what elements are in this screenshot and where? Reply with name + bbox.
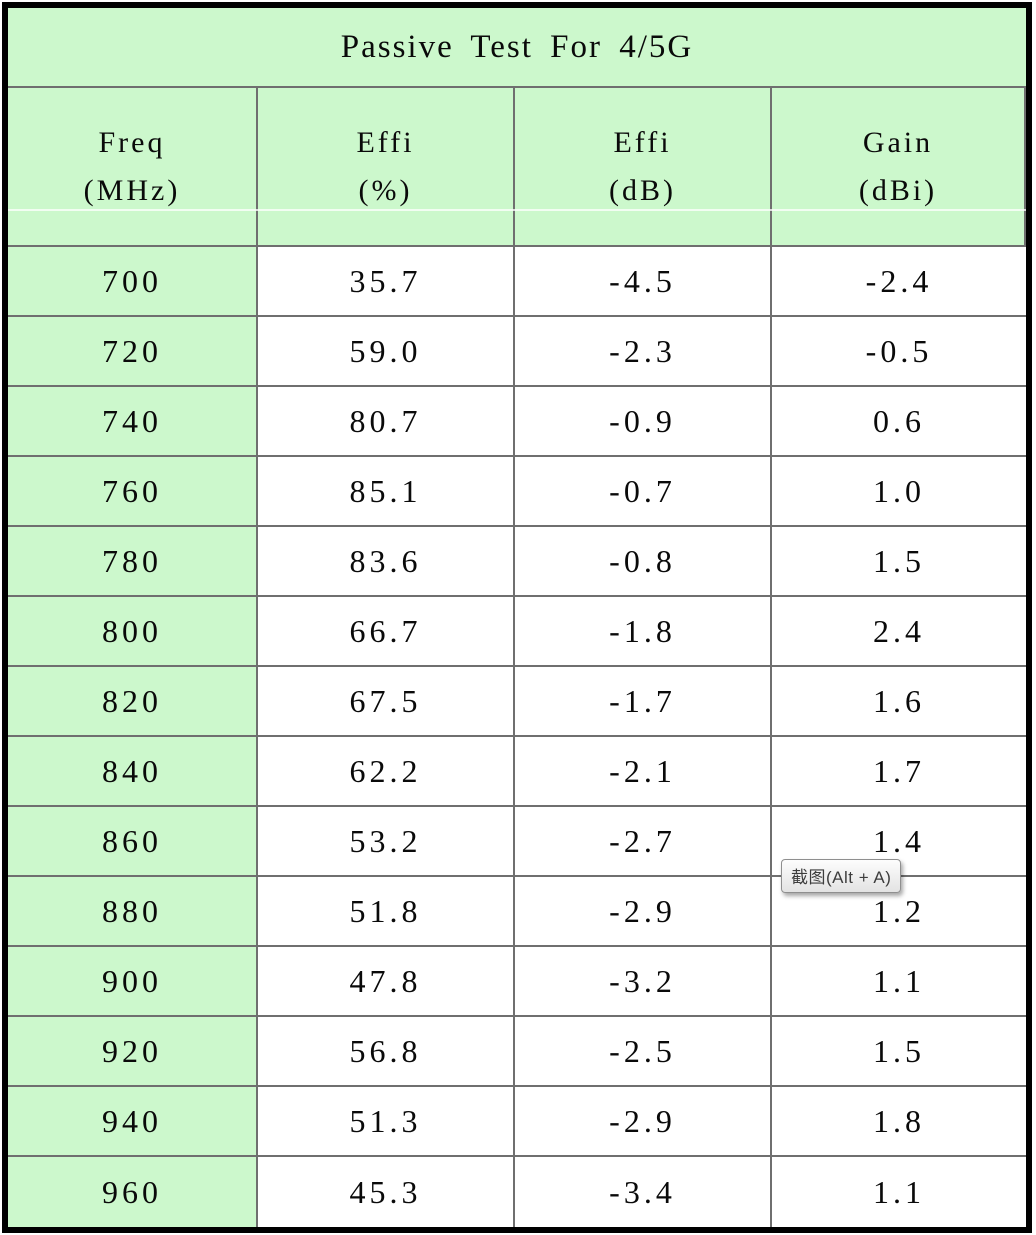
effi-pct-cell: 83.6 [258, 527, 515, 595]
table-row: 900 47.8 -3.2 1.1 [8, 947, 1026, 1017]
effi-db-cell: -3.4 [515, 1157, 772, 1227]
effi-pct-cell: 59.0 [258, 317, 515, 385]
table-row: 820 67.5 -1.7 1.6 [8, 667, 1026, 737]
column-header-effi-db: Effi (dB) [515, 88, 772, 245]
effi-db-cell: -2.1 [515, 737, 772, 805]
effi-pct-cell: 67.5 [258, 667, 515, 735]
freq-cell: 740 [8, 387, 258, 455]
table-body: 700 35.7 -4.5 -2.4 720 59.0 -2.3 -0.5 740 80.7 -0.… [8, 247, 1026, 1227]
column-label: Effi [613, 125, 672, 159]
freq-cell: 920 [8, 1017, 258, 1085]
gain-cell: 0.6 [772, 387, 1026, 455]
effi-pct-cell: 51.8 [258, 877, 515, 945]
effi-pct-cell: 80.7 [258, 387, 515, 455]
freq-cell: 880 [8, 877, 258, 945]
column-unit: (dBi) [858, 173, 938, 207]
effi-pct-cell: 56.8 [258, 1017, 515, 1085]
gain-cell: -2.4 [772, 247, 1026, 315]
column-label: Effi [356, 125, 415, 159]
gain-cell: 1.6 [772, 667, 1026, 735]
table-row: 720 59.0 -2.3 -0.5 [8, 317, 1026, 387]
freq-cell: 820 [8, 667, 258, 735]
gain-cell: 1.5 [772, 1017, 1026, 1085]
freq-cell: 860 [8, 807, 258, 875]
table-row: 800 66.7 -1.8 2.4 [8, 597, 1026, 667]
gain-cell: 1.1 [772, 947, 1026, 1015]
column-label: Gain [862, 125, 934, 159]
table-row: 960 45.3 -3.4 1.1 [8, 1157, 1026, 1227]
table-title: Passive Test For 4/5G [8, 8, 1026, 88]
effi-pct-cell: 53.2 [258, 807, 515, 875]
freq-cell: 760 [8, 457, 258, 525]
effi-pct-cell: 35.7 [258, 247, 515, 315]
effi-db-cell: -2.9 [515, 877, 772, 945]
freq-cell: 780 [8, 527, 258, 595]
freq-cell: 800 [8, 597, 258, 665]
effi-db-cell: -2.9 [515, 1087, 772, 1155]
gain-cell: 1.1 [772, 1157, 1026, 1227]
table-row: 760 85.1 -0.7 1.0 [8, 457, 1026, 527]
effi-db-cell: -3.2 [515, 947, 772, 1015]
screenshot-tooltip: 截图(Alt + A) [781, 859, 902, 893]
gain-cell: 1.8 [772, 1087, 1026, 1155]
table-row: 920 56.8 -2.5 1.5 [8, 1017, 1026, 1087]
effi-pct-cell: 62.2 [258, 737, 515, 805]
freq-cell: 840 [8, 737, 258, 805]
table-header: Freq (MHz) Effi (%) Effi (dB) Gain (dBi) [8, 88, 1026, 247]
gain-cell: 1.5 [772, 527, 1026, 595]
gain-cell: 1.0 [772, 457, 1026, 525]
column-header-gain: Gain (dBi) [772, 88, 1026, 245]
effi-db-cell: -0.9 [515, 387, 772, 455]
column-unit: (dB) [609, 173, 676, 207]
effi-db-cell: -0.7 [515, 457, 772, 525]
table-row: 840 62.2 -2.1 1.7 [8, 737, 1026, 807]
effi-db-cell: -1.8 [515, 597, 772, 665]
column-unit: (MHz) [83, 173, 181, 207]
freq-cell: 700 [8, 247, 258, 315]
effi-db-cell: -2.5 [515, 1017, 772, 1085]
effi-pct-cell: 47.8 [258, 947, 515, 1015]
effi-db-cell: -4.5 [515, 247, 772, 315]
table-row: 700 35.7 -4.5 -2.4 [8, 247, 1026, 317]
table-row: 780 83.6 -0.8 1.5 [8, 527, 1026, 597]
column-label: Freq [98, 125, 166, 159]
effi-pct-cell: 51.3 [258, 1087, 515, 1155]
table-row: 940 51.3 -2.9 1.8 [8, 1087, 1026, 1157]
effi-pct-cell: 66.7 [258, 597, 515, 665]
freq-cell: 900 [8, 947, 258, 1015]
freq-cell: 940 [8, 1087, 258, 1155]
gain-cell: 1.7 [772, 737, 1026, 805]
column-header-effi-pct: Effi (%) [258, 88, 515, 245]
freq-cell: 720 [8, 317, 258, 385]
effi-db-cell: -2.7 [515, 807, 772, 875]
effi-pct-cell: 45.3 [258, 1157, 515, 1227]
gain-cell: 2.4 [772, 597, 1026, 665]
effi-pct-cell: 85.1 [258, 457, 515, 525]
effi-db-cell: -1.7 [515, 667, 772, 735]
column-unit: (%) [358, 173, 413, 207]
column-header-freq: Freq (MHz) [8, 88, 258, 245]
table-row: 880 51.8 -2.9 1.2 [8, 877, 1026, 947]
freq-cell: 960 [8, 1157, 258, 1227]
gain-cell: -0.5 [772, 317, 1026, 385]
table-row: 740 80.7 -0.9 0.6 [8, 387, 1026, 457]
effi-db-cell: -2.3 [515, 317, 772, 385]
effi-db-cell: -0.8 [515, 527, 772, 595]
